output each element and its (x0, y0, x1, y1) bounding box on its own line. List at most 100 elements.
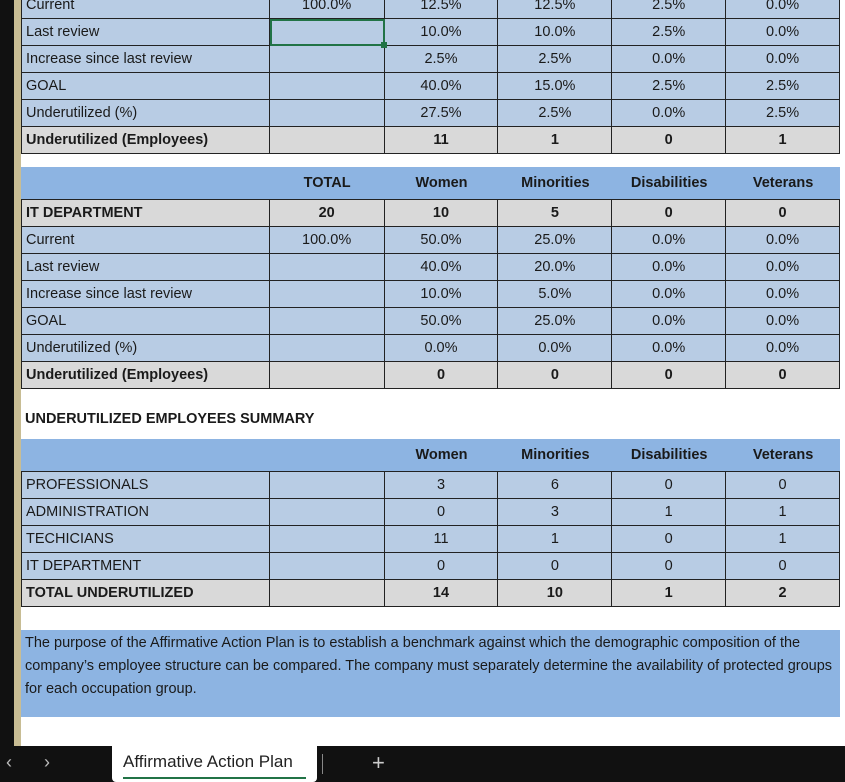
cell[interactable]: 0 (612, 127, 727, 154)
cell[interactable]: 1 (498, 526, 613, 553)
cell[interactable]: Last review (21, 19, 270, 46)
cell[interactable]: 2.5% (612, 0, 727, 19)
cell[interactable] (269, 526, 385, 553)
cell[interactable]: Underutilized (%) (21, 335, 270, 362)
cell[interactable]: 0 (384, 553, 499, 580)
cell[interactable]: 0.0% (726, 281, 840, 308)
cell[interactable]: 0.0% (726, 335, 840, 362)
cell[interactable]: 2.5% (384, 46, 499, 73)
cell[interactable] (269, 281, 385, 308)
cell[interactable]: 100.0% (269, 227, 385, 254)
cell[interactable]: 0.0% (612, 227, 727, 254)
cell[interactable]: 1 (726, 499, 840, 526)
cell[interactable]: 0.0% (726, 46, 840, 73)
cell[interactable]: 2.5% (612, 73, 727, 100)
cell[interactable]: 1 (726, 526, 840, 553)
cell[interactable]: 15.0% (498, 73, 613, 100)
cell[interactable] (269, 553, 385, 580)
cell[interactable]: 12.5% (498, 0, 613, 19)
cell[interactable]: TOTAL (269, 167, 385, 200)
cell[interactable] (269, 73, 385, 100)
cell[interactable]: 0 (612, 553, 727, 580)
cell[interactable]: 11 (384, 127, 499, 154)
cell[interactable]: 14 (384, 580, 499, 607)
cell[interactable]: PROFESSIONALS (21, 472, 270, 499)
cell[interactable]: 0 (726, 472, 840, 499)
cell[interactable]: 0.0% (726, 19, 840, 46)
cell[interactable] (269, 439, 385, 472)
cell[interactable]: TECHICIANS (21, 526, 270, 553)
cell[interactable]: 11 (384, 526, 499, 553)
cell[interactable]: 0.0% (726, 227, 840, 254)
cell[interactable]: 25.0% (498, 308, 613, 335)
cell[interactable]: Current (21, 0, 270, 19)
cell[interactable]: ADMINISTRATION (21, 499, 270, 526)
cell[interactable]: 20.0% (498, 254, 613, 281)
cell[interactable]: 0.0% (612, 308, 727, 335)
cell[interactable]: Underutilized (Employees) (21, 127, 270, 154)
cell[interactable]: 0.0% (612, 100, 727, 127)
cell[interactable]: 0 (384, 362, 499, 389)
cell[interactable]: 20 (269, 200, 385, 227)
cell[interactable]: Minorities (498, 439, 613, 472)
cell[interactable]: Underutilized (%) (21, 100, 270, 127)
cell[interactable]: Disabilities (612, 167, 727, 200)
cell[interactable]: 40.0% (384, 73, 499, 100)
cell[interactable]: 0 (612, 526, 727, 553)
cell[interactable]: 2.5% (726, 100, 840, 127)
cell[interactable]: GOAL (21, 73, 270, 100)
cell[interactable]: 2.5% (726, 73, 840, 100)
cell[interactable]: 40.0% (384, 254, 499, 281)
cell[interactable]: 2.5% (498, 100, 613, 127)
cell[interactable] (269, 362, 385, 389)
cell[interactable] (269, 308, 385, 335)
cell[interactable]: Minorities (498, 167, 613, 200)
cell[interactable]: 2.5% (612, 19, 727, 46)
cell[interactable]: 50.0% (384, 308, 499, 335)
cell[interactable]: 2.5% (498, 46, 613, 73)
sheet-tab-affirmative-action-plan[interactable]: Affirmative Action Plan (112, 746, 317, 782)
cell[interactable]: Underutilized (Employees) (21, 362, 270, 389)
cell[interactable]: 0 (384, 499, 499, 526)
cell[interactable]: IT DEPARTMENT (21, 553, 270, 580)
cell[interactable] (269, 580, 385, 607)
cell[interactable]: 50.0% (384, 227, 499, 254)
cell[interactable]: 0 (726, 362, 840, 389)
cell[interactable]: Current (21, 227, 270, 254)
cell[interactable]: 25.0% (498, 227, 613, 254)
cell[interactable]: 0 (726, 553, 840, 580)
cell[interactable]: 0.0% (612, 254, 727, 281)
cell[interactable] (269, 254, 385, 281)
cell[interactable]: 0.0% (726, 0, 840, 19)
cell[interactable]: Last review (21, 254, 270, 281)
cell[interactable]: GOAL (21, 308, 270, 335)
cell[interactable] (269, 46, 385, 73)
cell[interactable]: TOTAL UNDERUTILIZED (21, 580, 270, 607)
cell[interactable]: 0.0% (726, 308, 840, 335)
cell[interactable] (21, 439, 270, 472)
cell[interactable] (269, 127, 385, 154)
cell[interactable]: IT DEPARTMENT (21, 200, 270, 227)
cell[interactable]: 0 (498, 553, 613, 580)
cell[interactable]: 0.0% (612, 46, 727, 73)
cell[interactable]: 10.0% (384, 281, 499, 308)
cell[interactable]: Women (384, 439, 499, 472)
cell[interactable] (269, 335, 385, 362)
cell[interactable] (21, 167, 270, 200)
cell[interactable]: 12.5% (384, 0, 499, 19)
cell[interactable] (269, 499, 385, 526)
cell[interactable]: 27.5% (384, 100, 499, 127)
cell[interactable]: 0 (726, 200, 840, 227)
cell[interactable]: 0 (612, 200, 727, 227)
cell[interactable]: 0.0% (612, 281, 727, 308)
cell[interactable]: 10 (498, 580, 613, 607)
cell[interactable]: 1 (612, 499, 727, 526)
cell[interactable]: Disabilities (612, 439, 727, 472)
selected-cell[interactable] (270, 19, 387, 48)
chevron-left-icon[interactable]: ‹ (6, 752, 12, 772)
cell[interactable]: Increase since last review (21, 46, 270, 73)
cell[interactable]: 0.0% (384, 335, 499, 362)
cell[interactable]: 0 (612, 362, 727, 389)
cell[interactable]: 10.0% (498, 19, 613, 46)
cell[interactable]: 10 (384, 200, 499, 227)
